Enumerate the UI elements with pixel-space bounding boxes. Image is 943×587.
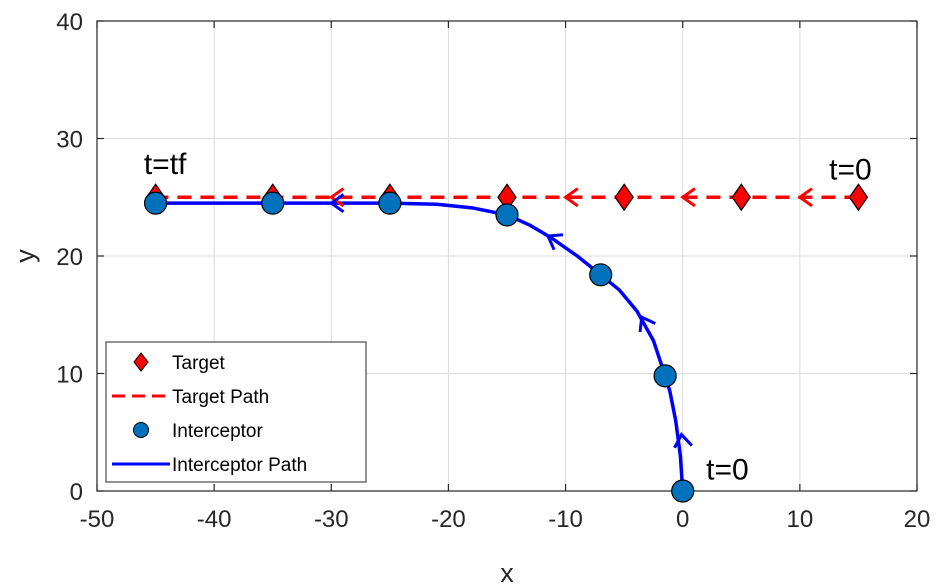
- y-tick-label: 20: [56, 244, 83, 271]
- legend-box: [105, 341, 367, 483]
- legend-label: Target: [172, 353, 226, 374]
- interceptor-path-line: [155, 201, 685, 492]
- x-tick-label: 20: [904, 506, 931, 533]
- target-direction-arrow: [328, 187, 345, 208]
- legend-label: Interceptor: [172, 421, 263, 442]
- interceptor-marker: [495, 203, 519, 227]
- x-tick-label: -10: [548, 506, 583, 533]
- target-direction-arrow: [562, 187, 579, 208]
- legend-label: Interceptor Path: [172, 455, 307, 476]
- interceptor-marker: [653, 364, 677, 388]
- target-marker: [731, 183, 752, 212]
- y-tick-label: 0: [70, 479, 83, 506]
- legend-swatch-target: [133, 352, 149, 372]
- x-tick-label: -20: [431, 506, 466, 533]
- interceptor-marker: [671, 479, 695, 503]
- y-axis-label: y: [10, 249, 40, 263]
- interceptor-direction-arrow: [638, 314, 656, 333]
- series-layer: [143, 183, 869, 503]
- interceptor-marker: [261, 191, 285, 215]
- x-tick-label: -30: [314, 506, 349, 533]
- y-tick-label: 30: [56, 127, 83, 154]
- interceptor-direction-arrow: [545, 233, 564, 251]
- interceptor-direction-arrow: [328, 193, 345, 214]
- time-annotation: t=0: [706, 453, 749, 486]
- legend-label: Target Path: [172, 387, 269, 408]
- x-axis-label: x: [500, 558, 514, 587]
- x-tick-label: 0: [676, 506, 689, 533]
- interceptor-marker: [378, 191, 402, 215]
- y-tick-label: 40: [56, 9, 83, 36]
- x-tick-label: -50: [80, 506, 115, 533]
- interceptor-marker: [143, 191, 168, 215]
- target-direction-arrow: [797, 187, 813, 208]
- annotation-layer: t=tf t=0 t=0: [144, 148, 872, 487]
- legend-swatch-interceptor: [133, 422, 149, 438]
- time-annotation: t=tf: [144, 148, 187, 181]
- interceptor-marker: [589, 263, 613, 287]
- axis-ticks: -50 -40 -30 -20 -10 0 10 20 0 10 20 30 40: [56, 9, 930, 533]
- target-direction-arrow: [680, 187, 696, 208]
- x-tick-label: 10: [787, 506, 814, 533]
- target-marker: [614, 183, 634, 212]
- x-tick-label: -40: [197, 506, 232, 533]
- target-marker: [848, 183, 869, 212]
- y-tick-label: 10: [56, 362, 83, 389]
- legend: Target Target Path Interceptor Interceptor …: [105, 341, 367, 483]
- time-annotation: t=0: [829, 154, 872, 187]
- interceptor-direction-arrow: [673, 432, 693, 449]
